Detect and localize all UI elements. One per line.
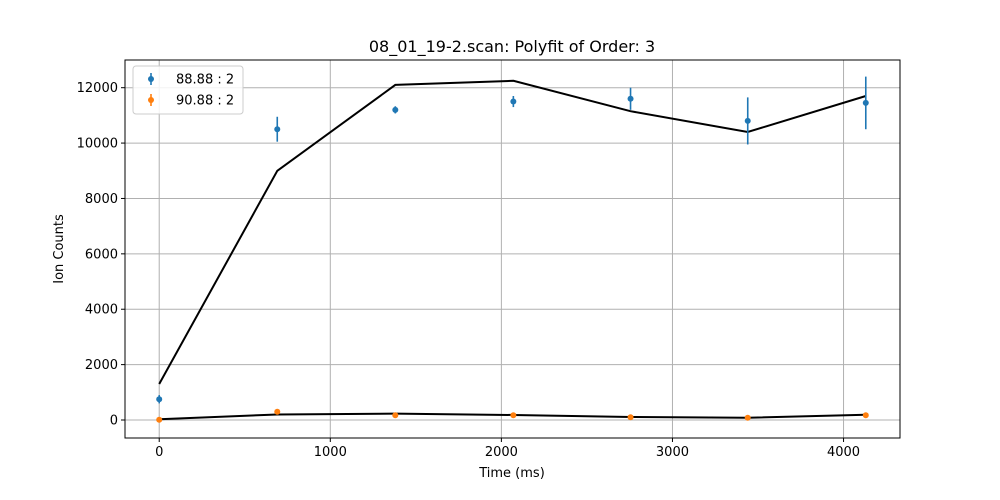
data-point <box>510 412 517 419</box>
data-point <box>510 98 517 105</box>
data-point <box>274 126 281 133</box>
y-tick-label: 10000 <box>77 137 118 152</box>
legend-box <box>132 65 244 115</box>
legend: 88.88 : 2 90.88 : 2 <box>132 65 244 115</box>
x-axis-label: Time (ms) <box>478 466 545 481</box>
grid <box>125 60 900 438</box>
y-axis-label: Ion Counts <box>52 214 67 284</box>
legend-marker <box>148 76 154 82</box>
data-points <box>156 76 869 423</box>
fit-line-series-1 <box>158 79 867 385</box>
data-point <box>274 408 281 415</box>
data-point <box>392 412 399 419</box>
axis-ticks: 0 1000 2000 3000 4000 0 2000 4000 6000 8000 10000 1… <box>77 81 860 460</box>
x-tick-label: 1000 <box>314 445 347 460</box>
data-point <box>862 412 869 419</box>
y-tick-label: 6000 <box>85 247 118 262</box>
fit-lines <box>158 79 867 421</box>
legend-label: 90.88 : 2 <box>176 94 234 109</box>
legend-marker <box>148 97 154 103</box>
data-point <box>627 95 634 102</box>
x-tick-label: 3000 <box>656 445 689 460</box>
data-point <box>862 99 869 106</box>
x-tick-label: 0 <box>155 445 163 460</box>
data-point <box>744 414 751 421</box>
y-tick-label: 12000 <box>77 81 118 96</box>
data-point <box>627 414 634 421</box>
x-tick-label: 4000 <box>827 445 860 460</box>
data-point <box>156 396 163 403</box>
y-tick-label: 0 <box>110 414 118 429</box>
data-point <box>392 106 399 113</box>
chart-title: 08_01_19-2.scan: Polyfit of Order: 3 <box>369 37 655 57</box>
data-point <box>156 416 163 423</box>
y-tick-label: 8000 <box>85 192 118 207</box>
data-point <box>744 117 751 124</box>
plot-frame <box>124 59 901 439</box>
x-tick-label: 2000 <box>485 445 518 460</box>
y-tick-label: 2000 <box>85 358 118 373</box>
y-tick-label: 4000 <box>85 303 118 318</box>
legend-label: 88.88 : 2 <box>176 73 234 88</box>
